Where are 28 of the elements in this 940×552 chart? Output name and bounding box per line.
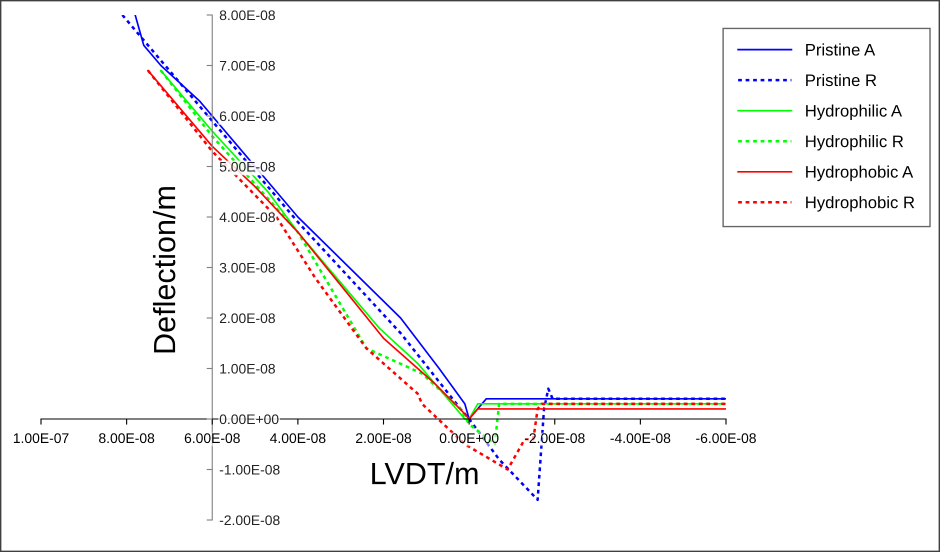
legend-label: Hydrophilic A [806, 104, 902, 120]
x-tick-label: 4.00E-08 [270, 433, 326, 444]
y-tick-label: 5.00E-08 [220, 162, 275, 172]
x-tick-label: 0.00E+00 [440, 433, 499, 444]
y-tick-label: 4.00E-08 [220, 212, 275, 222]
x-axis-title: LVDT/m [372, 462, 478, 484]
y-tick-label: 2.00E-08 [220, 313, 275, 324]
x-tick-label: 8.00E-08 [99, 433, 154, 444]
y-tick-label: 3.00E-08 [220, 262, 275, 273]
x-tick-label: -6.00E-08 [696, 433, 756, 444]
legend-label: Hydrophobic A [806, 166, 914, 182]
legend-label: Hydrophilic R [806, 134, 904, 151]
legend-label: Pristine A [806, 43, 876, 56]
y-tick-label: 6.00E-08 [220, 111, 275, 122]
x-tick-label: -2.00E-08 [524, 433, 585, 444]
x-tick-label: 6.00E-08 [184, 433, 240, 444]
legend-label: Pristine R [806, 74, 876, 86]
x-tick-label: 1.00E-07 [14, 433, 68, 444]
legend-label: Hydrophobic R [806, 196, 914, 212]
y-tick-label: -2.00E-08 [220, 515, 280, 526]
y-tick-label: 0.00E+00 [220, 414, 279, 424]
y-tick-label: 1.00E-08 [220, 364, 275, 374]
x-tick-label: 2.00E-08 [356, 433, 412, 444]
y-tick-label: 7.00E-08 [220, 60, 275, 71]
y-axis-title: Deflection/m [152, 187, 176, 352]
y-tick-label: -1.00E-08 [220, 464, 280, 475]
x-tick-label: -4.00E-08 [610, 433, 670, 444]
y-tick-label: 8.00E-08 [220, 10, 275, 20]
